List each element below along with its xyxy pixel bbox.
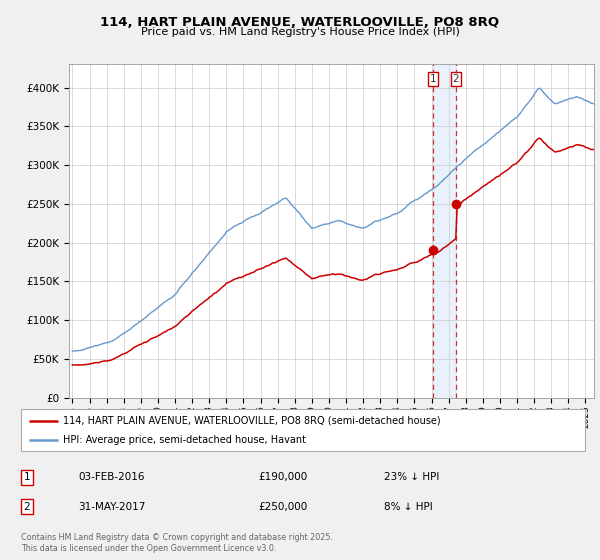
Text: HPI: Average price, semi-detached house, Havant: HPI: Average price, semi-detached house,… bbox=[64, 435, 307, 445]
Text: 114, HART PLAIN AVENUE, WATERLOOVILLE, PO8 8RQ (semi-detached house): 114, HART PLAIN AVENUE, WATERLOOVILLE, P… bbox=[64, 416, 441, 426]
Text: 2: 2 bbox=[452, 74, 459, 84]
Text: £250,000: £250,000 bbox=[258, 502, 307, 512]
Text: 2: 2 bbox=[23, 502, 31, 512]
Text: 03-FEB-2016: 03-FEB-2016 bbox=[78, 472, 145, 482]
Text: 114, HART PLAIN AVENUE, WATERLOOVILLE, PO8 8RQ: 114, HART PLAIN AVENUE, WATERLOOVILLE, P… bbox=[100, 16, 500, 29]
Text: Contains HM Land Registry data © Crown copyright and database right 2025.
This d: Contains HM Land Registry data © Crown c… bbox=[21, 533, 333, 553]
Bar bbox=[433, 64, 456, 398]
Text: £190,000: £190,000 bbox=[258, 472, 307, 482]
FancyBboxPatch shape bbox=[21, 409, 585, 451]
Text: 1: 1 bbox=[430, 74, 436, 84]
Text: 23% ↓ HPI: 23% ↓ HPI bbox=[384, 472, 439, 482]
Text: Price paid vs. HM Land Registry's House Price Index (HPI): Price paid vs. HM Land Registry's House … bbox=[140, 27, 460, 37]
Text: 31-MAY-2017: 31-MAY-2017 bbox=[78, 502, 145, 512]
Text: 1: 1 bbox=[23, 472, 31, 482]
Text: 8% ↓ HPI: 8% ↓ HPI bbox=[384, 502, 433, 512]
